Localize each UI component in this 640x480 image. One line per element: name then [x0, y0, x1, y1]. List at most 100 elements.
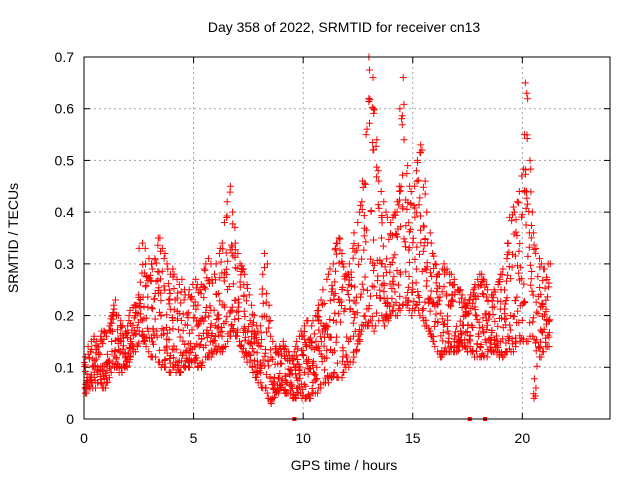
data-point	[320, 342, 328, 350]
y-tick-label: 0.2	[55, 308, 75, 324]
data-point	[376, 256, 384, 264]
data-point	[293, 337, 301, 345]
data-point	[370, 106, 378, 114]
data-point	[523, 89, 531, 97]
data-point	[370, 236, 378, 244]
data-point	[381, 263, 389, 271]
data-point	[157, 297, 165, 305]
data-point	[461, 336, 469, 344]
chart-title: Day 358 of 2022, SRMTID for receiver cn1…	[208, 19, 481, 35]
data-point	[150, 295, 158, 303]
data-point	[163, 344, 171, 352]
data-point	[254, 370, 262, 378]
data-point	[483, 326, 491, 334]
data-point	[187, 294, 195, 302]
data-point	[238, 266, 246, 274]
data-point	[310, 330, 318, 338]
data-point	[248, 345, 256, 353]
data-point	[473, 347, 481, 355]
data-point	[462, 329, 470, 337]
data-point	[141, 244, 149, 252]
data-point	[109, 327, 117, 335]
data-point	[516, 240, 524, 248]
data-point	[378, 212, 386, 220]
data-point	[261, 264, 269, 272]
data-point	[508, 263, 516, 271]
data-point	[293, 388, 301, 396]
data-point	[417, 239, 425, 247]
data-point	[483, 281, 491, 289]
data-point	[354, 218, 362, 226]
data-point	[409, 285, 417, 293]
data-point	[311, 371, 319, 379]
data-point	[529, 318, 537, 326]
data-point	[166, 326, 174, 334]
data-point	[267, 332, 275, 340]
data-point	[413, 243, 421, 251]
data-point	[306, 334, 314, 342]
data-point	[165, 286, 173, 294]
data-point	[305, 356, 313, 364]
data-point	[206, 302, 214, 310]
data-point	[117, 364, 125, 372]
data-point	[527, 222, 535, 230]
data-point	[323, 347, 331, 355]
data-point	[165, 336, 173, 344]
data-point	[397, 187, 405, 195]
data-point	[517, 263, 525, 271]
data-point	[245, 350, 253, 358]
data-point	[423, 208, 431, 216]
data-point	[300, 381, 308, 389]
data-point	[331, 267, 339, 275]
data-point	[310, 370, 318, 378]
data-point	[127, 338, 135, 346]
data-point	[421, 190, 429, 198]
data-point	[229, 220, 237, 228]
data-point	[265, 362, 273, 370]
data-point	[484, 286, 492, 294]
data-point	[427, 287, 435, 295]
data-point	[451, 291, 459, 299]
data-point	[315, 347, 323, 355]
data-point	[236, 283, 244, 291]
data-point	[373, 136, 381, 144]
data-point	[218, 332, 226, 340]
data-point	[513, 198, 521, 206]
data-point	[160, 282, 168, 290]
data-point	[250, 357, 258, 365]
data-point	[317, 384, 325, 392]
data-point	[438, 288, 446, 296]
data-point	[203, 326, 211, 334]
data-point	[124, 329, 132, 337]
x-tick-label: 20	[515, 430, 531, 446]
data-point	[360, 212, 368, 220]
data-point	[201, 313, 209, 321]
data-point	[480, 352, 488, 360]
data-point	[201, 266, 209, 274]
data-point	[366, 255, 374, 263]
data-point	[515, 319, 523, 327]
data-point	[317, 338, 325, 346]
data-point	[119, 345, 127, 353]
data-point	[376, 286, 384, 294]
data-point	[215, 250, 223, 258]
data-point	[515, 269, 523, 277]
data-point	[181, 340, 189, 348]
data-point	[445, 334, 453, 342]
data-point	[363, 286, 371, 294]
data-point	[405, 219, 413, 227]
data-point	[308, 322, 316, 330]
data-point	[212, 342, 220, 350]
data-point	[233, 332, 241, 340]
data-point	[193, 354, 201, 362]
data-point	[535, 344, 543, 352]
data-point	[245, 322, 253, 330]
data-point	[356, 330, 364, 338]
data-point	[421, 177, 429, 185]
data-point	[421, 235, 429, 243]
data-point	[488, 347, 496, 355]
data-point	[508, 217, 516, 225]
data-point	[339, 260, 347, 268]
data-point	[536, 255, 544, 263]
data-point	[194, 321, 202, 329]
